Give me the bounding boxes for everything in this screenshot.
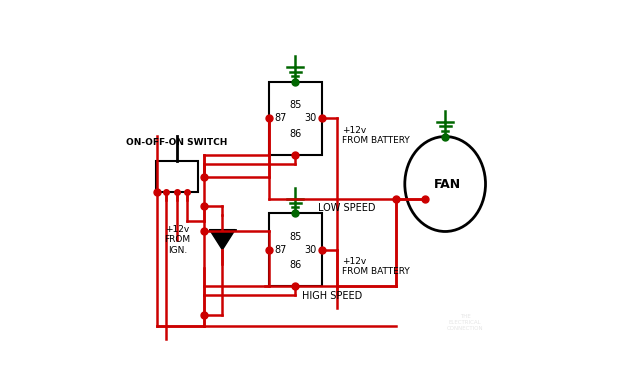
Text: ON-OFF-ON SWITCH: ON-OFF-ON SWITCH bbox=[126, 138, 227, 148]
Bar bbox=[269, 82, 322, 155]
Bar bbox=[156, 161, 198, 192]
Text: 85: 85 bbox=[289, 100, 302, 110]
Text: FAN: FAN bbox=[433, 177, 461, 191]
Text: 87: 87 bbox=[274, 113, 286, 123]
Text: 30: 30 bbox=[305, 245, 317, 255]
Text: 87: 87 bbox=[274, 245, 286, 255]
Text: +12v
FROM BATTERY: +12v FROM BATTERY bbox=[342, 257, 410, 276]
Bar bbox=[269, 213, 322, 286]
Text: HIGH SPEED: HIGH SPEED bbox=[302, 291, 363, 301]
Text: THE
ELECTRICAL
CONNECTION: THE ELECTRICAL CONNECTION bbox=[447, 315, 483, 331]
Text: LOW SPEED: LOW SPEED bbox=[318, 203, 375, 213]
Text: +12v
FROM BATTERY: +12v FROM BATTERY bbox=[342, 125, 410, 145]
Text: +12v
FROM
IGN.: +12v FROM IGN. bbox=[165, 225, 191, 255]
Ellipse shape bbox=[405, 137, 485, 231]
Polygon shape bbox=[209, 230, 235, 250]
Text: 85: 85 bbox=[289, 232, 302, 242]
Text: 86: 86 bbox=[289, 260, 302, 270]
Text: 86: 86 bbox=[289, 128, 302, 139]
Text: 30: 30 bbox=[305, 113, 317, 123]
